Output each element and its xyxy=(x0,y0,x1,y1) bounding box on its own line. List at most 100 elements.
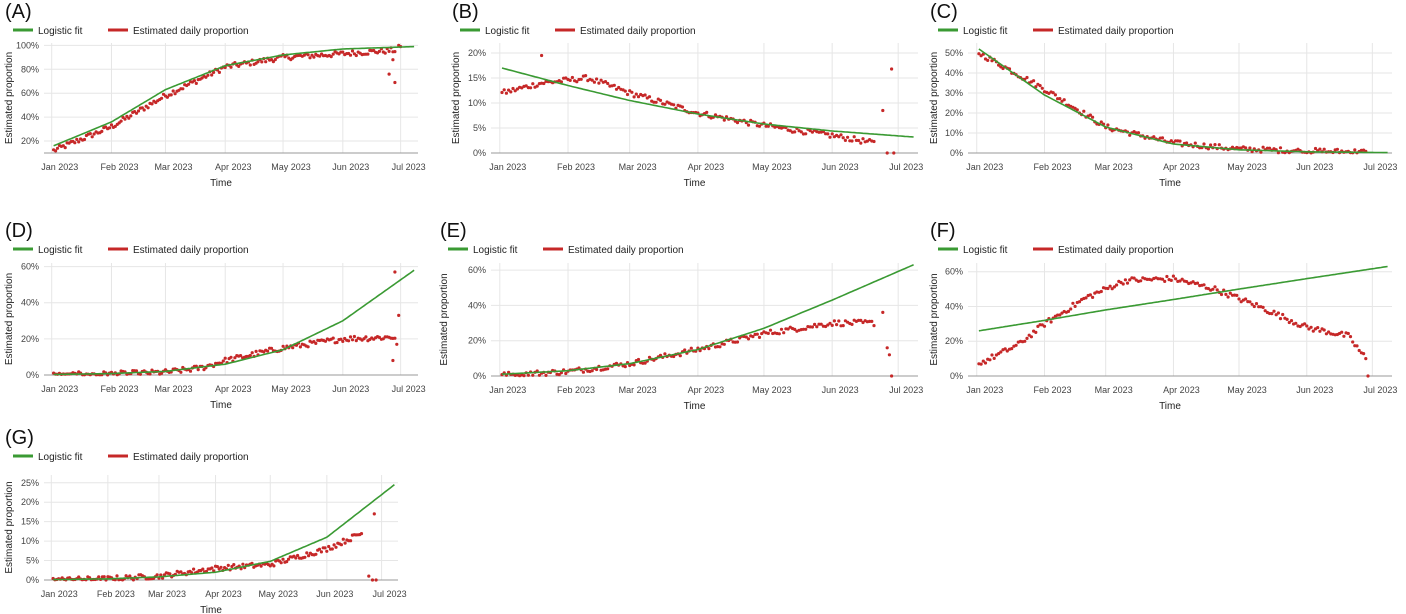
data-point xyxy=(575,80,579,84)
data-point xyxy=(192,79,196,83)
data-point xyxy=(187,82,191,86)
panel-label: (E) xyxy=(440,220,467,242)
series-fit-line xyxy=(501,264,914,375)
y-tick-label: 20% xyxy=(945,336,963,346)
data-point xyxy=(341,50,345,54)
chart-panel-g: (G) Logistic fit Estimated daily proportio… xyxy=(4,427,407,614)
data-point xyxy=(764,124,768,128)
data-point xyxy=(210,73,214,77)
data-point xyxy=(271,60,275,64)
data-point xyxy=(1014,343,1018,347)
data-point xyxy=(327,544,331,549)
data-point xyxy=(1088,113,1092,117)
data-point xyxy=(1268,146,1272,150)
data-point xyxy=(1136,131,1141,135)
data-point xyxy=(303,555,307,559)
x-tick-label: Mar 2023 xyxy=(154,162,192,172)
data-point xyxy=(526,373,531,377)
y-tick-label: 60% xyxy=(945,267,963,277)
x-tick-label: Mar 2023 xyxy=(148,589,186,599)
data-point xyxy=(722,342,726,346)
data-point xyxy=(1261,145,1265,149)
x-axis-title: Time xyxy=(210,178,232,189)
data-point xyxy=(861,137,865,141)
x-tick-label: Apr 2023 xyxy=(1163,162,1200,172)
data-point xyxy=(55,146,60,150)
y-tick-label: 60% xyxy=(21,262,39,272)
data-point xyxy=(314,341,318,345)
legend-points-label: Estimated daily proportion xyxy=(133,245,249,256)
data-point xyxy=(1211,287,1215,291)
y-tick-label: 60% xyxy=(21,88,39,98)
data-point xyxy=(1160,136,1165,140)
data-point xyxy=(1091,115,1095,119)
data-point xyxy=(1060,311,1064,315)
data-point xyxy=(1139,279,1143,283)
data-point-outlier xyxy=(387,72,391,76)
data-point xyxy=(837,319,841,323)
data-point xyxy=(329,55,333,59)
legend[interactable]: Logistic fit Estimated daily proportion xyxy=(13,26,249,37)
legend[interactable]: Logistic fit Estimated daily proportion xyxy=(460,26,696,37)
data-point xyxy=(647,95,652,99)
data-point xyxy=(1049,320,1053,324)
data-point xyxy=(1309,325,1313,329)
data-point xyxy=(524,84,528,88)
series-fit-line xyxy=(53,45,415,147)
data-point xyxy=(393,50,397,54)
x-tick-label: Jul 2023 xyxy=(1363,385,1397,395)
data-point xyxy=(1069,307,1073,311)
data-point xyxy=(1276,151,1280,155)
data-point xyxy=(1115,283,1119,287)
data-point xyxy=(1224,292,1228,296)
data-point xyxy=(502,88,506,92)
x-axis-title: Time xyxy=(684,178,706,189)
data-point xyxy=(1351,340,1355,344)
x-tick-label: Mar 2023 xyxy=(619,385,657,395)
data-point xyxy=(1106,123,1110,127)
data-point xyxy=(1335,147,1339,151)
data-point xyxy=(1318,147,1322,151)
data-point xyxy=(1357,348,1361,353)
data-point xyxy=(1316,326,1320,330)
legend[interactable]: Logistic fit Estimated daily proportion xyxy=(938,26,1174,37)
data-point xyxy=(1278,317,1283,321)
data-point xyxy=(999,65,1003,69)
data-point xyxy=(564,371,568,376)
data-point xyxy=(229,65,233,69)
data-point xyxy=(1248,300,1252,304)
data-point xyxy=(663,352,667,356)
data-point xyxy=(581,370,586,374)
data-point xyxy=(658,98,663,102)
legend[interactable]: Logistic fit Estimated daily proportion xyxy=(13,452,249,463)
legend[interactable]: Logistic fit Estimated daily proportion xyxy=(448,245,684,256)
data-point xyxy=(828,135,832,139)
data-point xyxy=(1213,285,1217,289)
data-point xyxy=(1324,332,1328,336)
data-point xyxy=(647,355,652,359)
data-point xyxy=(1171,274,1175,278)
data-point xyxy=(1362,352,1366,356)
data-point xyxy=(678,354,682,358)
legend[interactable]: Logistic fit Estimated daily proportion xyxy=(938,245,1174,256)
data-point xyxy=(171,89,175,93)
data-point xyxy=(1270,312,1274,316)
data-point xyxy=(850,139,854,143)
data-point xyxy=(817,322,821,326)
data-point xyxy=(689,346,693,350)
x-tick-label: Mar 2023 xyxy=(1095,162,1133,172)
data-point xyxy=(206,73,210,77)
data-point xyxy=(387,49,391,54)
data-point xyxy=(1082,109,1086,113)
x-tick-label: May 2023 xyxy=(1227,385,1267,395)
data-point xyxy=(868,319,872,323)
data-point xyxy=(366,52,370,56)
data-point xyxy=(595,77,599,81)
x-tick-label: Apr 2023 xyxy=(215,162,252,172)
data-point xyxy=(343,541,347,545)
x-tick-label: May 2023 xyxy=(752,385,792,395)
series-fit-line xyxy=(978,48,1388,154)
data-point xyxy=(229,355,233,359)
data-point xyxy=(1202,283,1206,287)
legend[interactable]: Logistic fit Estimated daily proportion xyxy=(13,245,249,256)
